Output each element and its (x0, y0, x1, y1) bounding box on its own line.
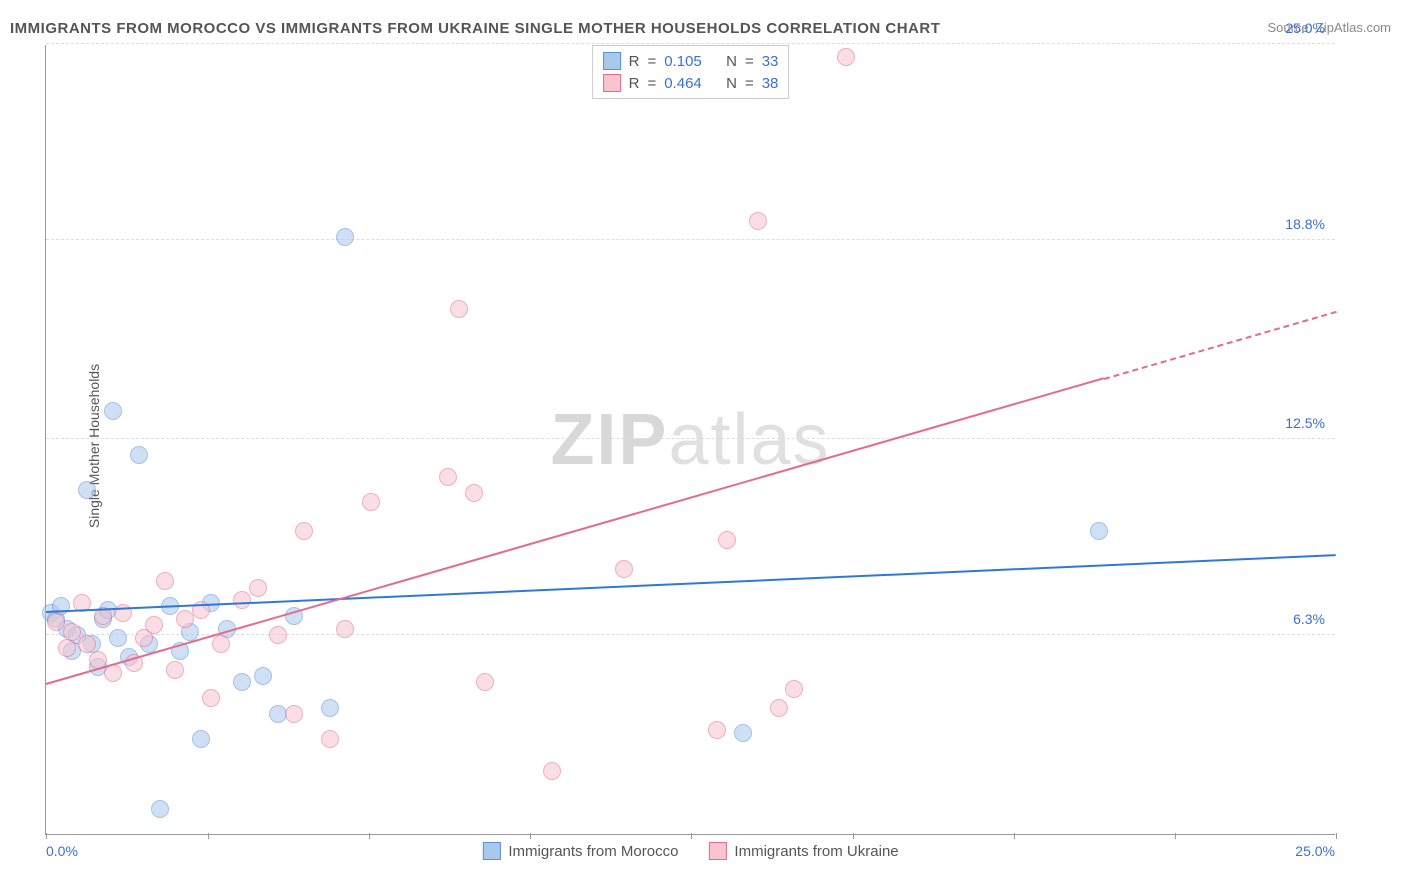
data-point (104, 402, 122, 420)
data-point (734, 724, 752, 742)
x-tick-max: 25.0% (1295, 843, 1335, 859)
stats-row-morocco: R = 0.105 N = 33 (603, 50, 779, 72)
x-tick-mark (530, 833, 531, 839)
swatch-ukraine-icon (603, 74, 621, 92)
data-point (321, 699, 339, 717)
trend-line (46, 378, 1104, 686)
r-value-ukraine: 0.464 (664, 75, 702, 92)
gridline (46, 239, 1335, 240)
x-tick-mark (1336, 833, 1337, 839)
data-point (63, 623, 81, 641)
data-point (145, 616, 163, 634)
data-point (212, 635, 230, 653)
data-point (362, 493, 380, 511)
y-tick-label: 18.8% (1285, 216, 1325, 232)
data-point (233, 591, 251, 609)
x-tick-mark (1014, 833, 1015, 839)
y-tick-label: 6.3% (1293, 611, 1325, 627)
data-point (785, 680, 803, 698)
x-tick-min: 0.0% (46, 843, 78, 859)
scatter-chart: ZIPatlas R = 0.105 N = 33 R = 0.464 N = … (45, 45, 1335, 835)
data-point (269, 626, 287, 644)
x-tick-mark (208, 833, 209, 839)
x-tick-mark (853, 833, 854, 839)
trend-line (1104, 311, 1337, 380)
data-point (78, 635, 96, 653)
stats-legend: R = 0.105 N = 33 R = 0.464 N = 38 (592, 45, 790, 99)
data-point (476, 673, 494, 691)
data-point (439, 468, 457, 486)
data-point (615, 560, 633, 578)
data-point (78, 481, 96, 499)
series-label-ukraine: Immigrants from Ukraine (734, 843, 898, 860)
y-tick-label: 25.0% (1285, 20, 1325, 36)
gridline (46, 43, 1335, 44)
data-point (166, 661, 184, 679)
data-point (254, 667, 272, 685)
data-point (130, 446, 148, 464)
data-point (837, 48, 855, 66)
x-tick-mark (46, 833, 47, 839)
r-value-morocco: 0.105 (664, 53, 702, 70)
x-tick-mark (369, 833, 370, 839)
n-value-morocco: 33 (762, 53, 779, 70)
series-legend: Immigrants from Morocco Immigrants from … (482, 840, 898, 862)
data-point (770, 699, 788, 717)
stats-row-ukraine: R = 0.464 N = 38 (603, 72, 779, 94)
data-point (285, 705, 303, 723)
data-point (202, 689, 220, 707)
data-point (708, 721, 726, 739)
data-point (321, 730, 339, 748)
data-point (295, 522, 313, 540)
x-tick-mark (1175, 833, 1176, 839)
data-point (465, 484, 483, 502)
data-point (450, 300, 468, 318)
swatch-ukraine-icon (708, 842, 726, 860)
data-point (233, 673, 251, 691)
x-tick-mark (691, 833, 692, 839)
data-point (718, 531, 736, 549)
chart-title: IMMIGRANTS FROM MOROCCO VS IMMIGRANTS FR… (10, 20, 940, 37)
data-point (749, 212, 767, 230)
data-point (192, 730, 210, 748)
data-point (58, 639, 76, 657)
y-tick-label: 12.5% (1285, 415, 1325, 431)
swatch-morocco-icon (482, 842, 500, 860)
data-point (156, 572, 174, 590)
data-point (336, 620, 354, 638)
trend-line (46, 554, 1336, 613)
swatch-morocco-icon (603, 52, 621, 70)
gridline (46, 438, 1335, 439)
data-point (1090, 522, 1108, 540)
data-point (109, 629, 127, 647)
gridline (46, 634, 1335, 635)
data-point (543, 762, 561, 780)
data-point (249, 579, 267, 597)
n-value-ukraine: 38 (762, 75, 779, 92)
data-point (336, 228, 354, 246)
series-label-morocco: Immigrants from Morocco (508, 843, 678, 860)
data-point (151, 800, 169, 818)
